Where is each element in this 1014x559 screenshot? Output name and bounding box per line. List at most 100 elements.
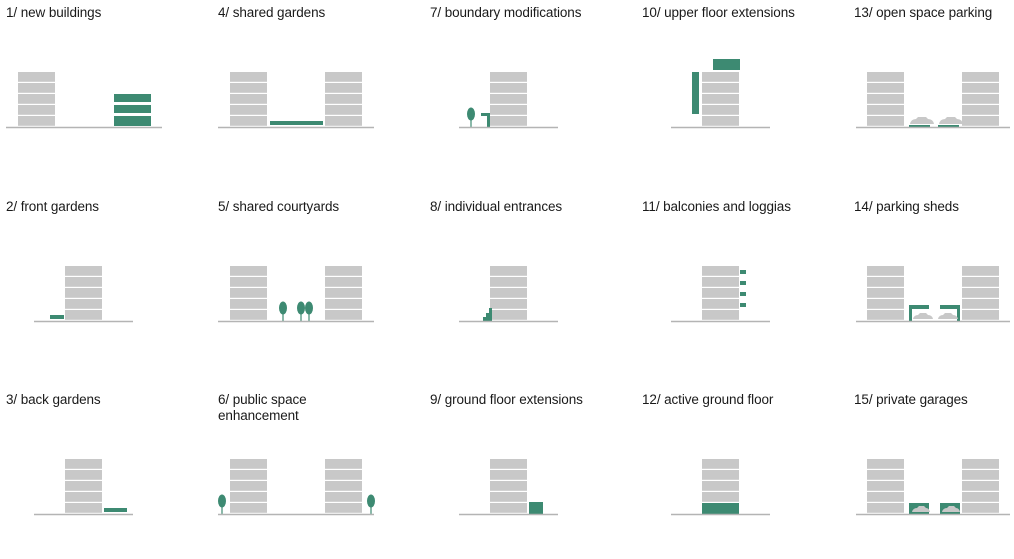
existing-building (867, 72, 904, 126)
existing-building (325, 459, 362, 513)
open-space-parking-illustration (856, 72, 1010, 129)
building-floor (18, 83, 55, 93)
diagram-active-ground-floor: 12/ active ground floor (636, 387, 848, 559)
building-floor (702, 310, 739, 320)
diagram-public-space-enhancement: 6/ public space enhancement (212, 387, 424, 559)
building-floor (325, 310, 362, 320)
diagram-label: 14/ parking sheds (854, 199, 959, 214)
building-floor (962, 299, 999, 309)
existing-building (702, 266, 739, 320)
building-floor (867, 94, 904, 104)
building-floor (490, 470, 527, 480)
diagram-private-garages: 15/ private garages (848, 387, 1014, 559)
building-floor (702, 72, 739, 82)
building-floor (702, 299, 739, 309)
balconies-and-loggias-illustration (671, 266, 770, 323)
building-floor (702, 288, 739, 298)
diagram-open-space-parking: 13/ open space parking (848, 0, 1014, 172)
building-floor (962, 116, 999, 126)
building-floor (867, 105, 904, 115)
front-garden (50, 315, 64, 319)
new-buildings-illustration (6, 72, 162, 129)
diagram-label: 12/ active ground floor (642, 392, 774, 407)
building-floor (962, 266, 999, 276)
building-floor (230, 470, 267, 480)
building-floor (18, 94, 55, 104)
building-floor (702, 277, 739, 287)
diagram-ground-floor-extensions: 9/ ground floor extensions (424, 387, 636, 559)
diagram-shared-courtyards: 5/ shared courtyards (212, 194, 424, 366)
existing-building (230, 266, 267, 320)
building-floor (230, 94, 267, 104)
boundary-wall (481, 113, 490, 127)
balcony (740, 303, 746, 307)
parking-sheds-illustration (856, 266, 1010, 323)
parked-car (909, 117, 934, 128)
building-floor (65, 459, 102, 469)
building-floor (230, 492, 267, 502)
building-floor (490, 277, 527, 287)
building-floor (702, 459, 739, 469)
building-floor (325, 299, 362, 309)
tree (367, 494, 375, 514)
building-floor (230, 503, 267, 513)
building-floor (65, 310, 102, 320)
building-floor (867, 299, 904, 309)
diagram-new-buildings: 1/ new buildings (0, 0, 212, 172)
shared-gardens-illustration (218, 72, 374, 129)
existing-building (702, 72, 739, 126)
building-floor (490, 266, 527, 276)
parking-shed (938, 305, 960, 321)
diagram-label: 15/ private garages (854, 392, 968, 407)
building-floor (702, 492, 739, 502)
entrance-steps (483, 308, 492, 321)
diagram-label: 2/ front gardens (6, 199, 99, 214)
building-floor (65, 266, 102, 276)
building-floor (702, 266, 739, 276)
diagram-label: 10/ upper floor extensions (642, 5, 795, 20)
boundary-modifications-illustration (459, 72, 558, 129)
intervention-diagram-grid: 1/ new buildings 4/ shared gardens 7/ bo… (0, 0, 1014, 516)
building-floor (65, 481, 102, 491)
building-floor (325, 72, 362, 82)
building-floor (867, 83, 904, 93)
building-floor (867, 481, 904, 491)
diagram-label: 11/ balconies and loggias (642, 199, 791, 214)
diagram-individual-entrances: 8/ individual entrances (424, 194, 636, 366)
building-floor (325, 94, 362, 104)
balcony (740, 270, 746, 274)
building-floor (65, 492, 102, 502)
diagram-front-gardens: 2/ front gardens (0, 194, 212, 366)
existing-building (65, 266, 102, 320)
building-floor (962, 277, 999, 287)
building-floor (230, 299, 267, 309)
building-floor (230, 310, 267, 320)
balcony (740, 281, 746, 285)
tree (218, 494, 226, 514)
building-floor (325, 105, 362, 115)
existing-building (325, 72, 362, 126)
building-floor (65, 277, 102, 287)
shared-courtyards-illustration (218, 266, 374, 323)
private-garage (909, 503, 930, 514)
building-floor (867, 470, 904, 480)
building-floor (962, 105, 999, 115)
building-floor (490, 288, 527, 298)
building-floor (962, 310, 999, 320)
diagram-label: 7/ boundary modifications (430, 5, 582, 20)
building-floor (230, 277, 267, 287)
existing-building (230, 72, 267, 126)
rooftop-extension (713, 59, 740, 70)
building-floor (702, 470, 739, 480)
existing-building (65, 459, 102, 513)
building-floor (867, 503, 904, 513)
building-floor (325, 492, 362, 502)
diagram-label: 6/ public space enhancement (218, 392, 307, 423)
building-floor (867, 277, 904, 287)
parking-shed (909, 305, 933, 321)
diagram-parking-sheds: 14/ parking sheds (848, 194, 1014, 366)
diagram-boundary-modifications: 7/ boundary modifications (424, 0, 636, 172)
private-garages-illustration (856, 459, 1010, 516)
building-floor (325, 277, 362, 287)
individual-entrances-illustration (459, 266, 558, 323)
